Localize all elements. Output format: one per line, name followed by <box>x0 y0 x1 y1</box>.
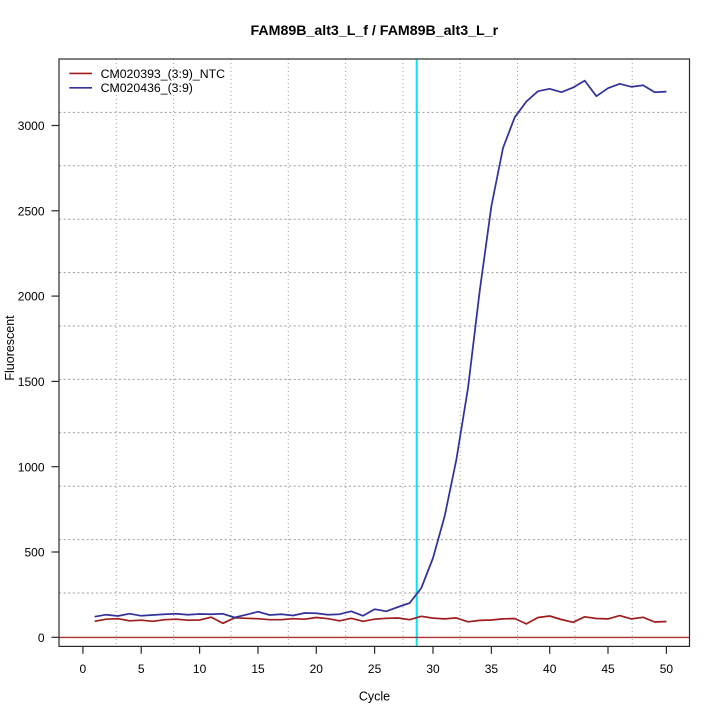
svg-text:3000: 3000 <box>18 119 45 133</box>
svg-text:20: 20 <box>310 662 324 676</box>
svg-text:0: 0 <box>80 662 87 676</box>
svg-text:CM020393_(3:9)_NTC: CM020393_(3:9)_NTC <box>101 67 226 81</box>
svg-text:45: 45 <box>601 662 615 676</box>
svg-text:Cycle: Cycle <box>359 689 390 703</box>
svg-text:CM020436_(3:9): CM020436_(3:9) <box>101 81 193 95</box>
svg-text:25: 25 <box>368 662 382 676</box>
svg-text:1000: 1000 <box>18 460 45 474</box>
svg-text:50: 50 <box>660 662 674 676</box>
svg-text:2000: 2000 <box>18 290 45 304</box>
svg-text:40: 40 <box>543 662 557 676</box>
svg-text:1500: 1500 <box>18 375 45 389</box>
svg-text:15: 15 <box>251 662 265 676</box>
svg-text:0: 0 <box>38 631 45 645</box>
svg-text:FAM89B_alt3_L_f / FAM89B_alt3_: FAM89B_alt3_L_f / FAM89B_alt3_L_r <box>251 23 499 39</box>
svg-text:500: 500 <box>24 546 44 560</box>
svg-text:30: 30 <box>426 662 440 676</box>
svg-text:Fluorescent: Fluorescent <box>3 315 17 381</box>
svg-text:5: 5 <box>138 662 145 676</box>
svg-text:35: 35 <box>485 662 499 676</box>
svg-text:10: 10 <box>193 662 207 676</box>
svg-text:2500: 2500 <box>18 204 45 218</box>
